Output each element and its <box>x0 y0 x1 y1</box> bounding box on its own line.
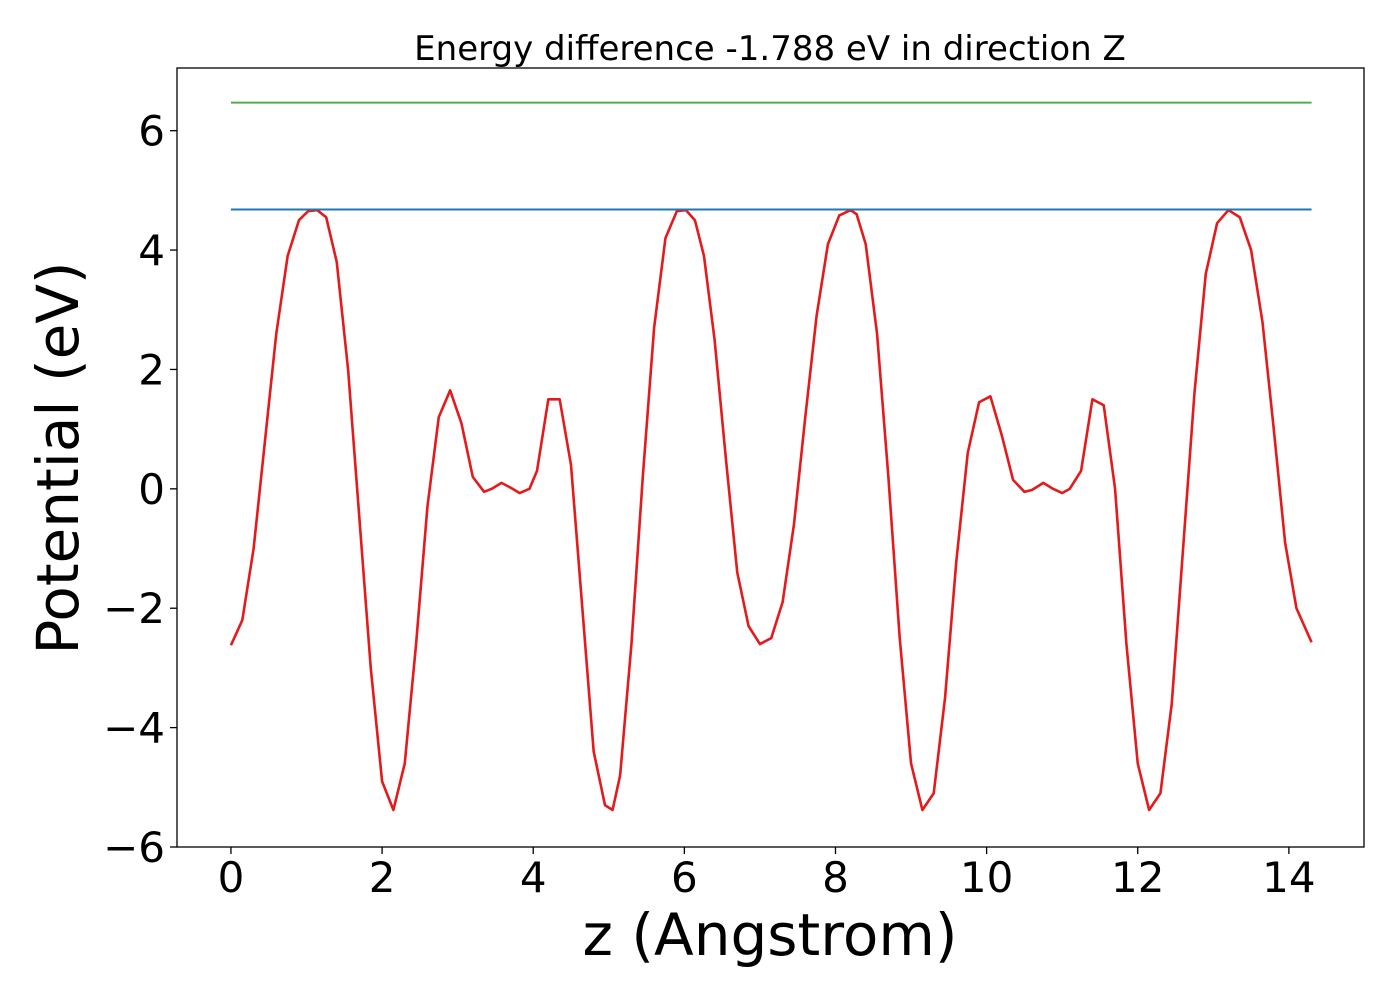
potential-curve <box>229 208 1313 812</box>
x-tick-label: 6 <box>671 853 698 902</box>
x-tick-label: 0 <box>218 853 245 902</box>
x-tick-label: 2 <box>369 853 396 902</box>
x-tick-label: 4 <box>520 853 547 902</box>
x-tick-label: 10 <box>960 853 1013 902</box>
y-axis-label: Potential (eV) <box>24 261 92 654</box>
y-tick-label: 6 <box>138 107 165 156</box>
y-tick-label: −4 <box>103 704 165 753</box>
y-tick-label: 2 <box>138 345 165 394</box>
y-tick-label: −6 <box>103 823 165 872</box>
chart-title: Energy difference -1.788 eV in direction… <box>414 29 1126 69</box>
x-tick-label: 14 <box>1262 853 1315 902</box>
x-tick-label: 12 <box>1111 853 1164 902</box>
plot-area <box>229 101 1313 812</box>
x-tick-label: 8 <box>822 853 849 902</box>
plot-frame <box>176 67 1365 848</box>
axis-ticks: 0 2 4 6 8 10 12 14 −6 −4 −2 0 2 4 6 <box>103 107 1316 902</box>
y-tick-label: 0 <box>138 465 165 514</box>
y-tick-label: −2 <box>103 584 165 633</box>
y-tick-label: 4 <box>138 226 165 275</box>
x-axis-label: z (Angstrom) <box>583 901 958 969</box>
